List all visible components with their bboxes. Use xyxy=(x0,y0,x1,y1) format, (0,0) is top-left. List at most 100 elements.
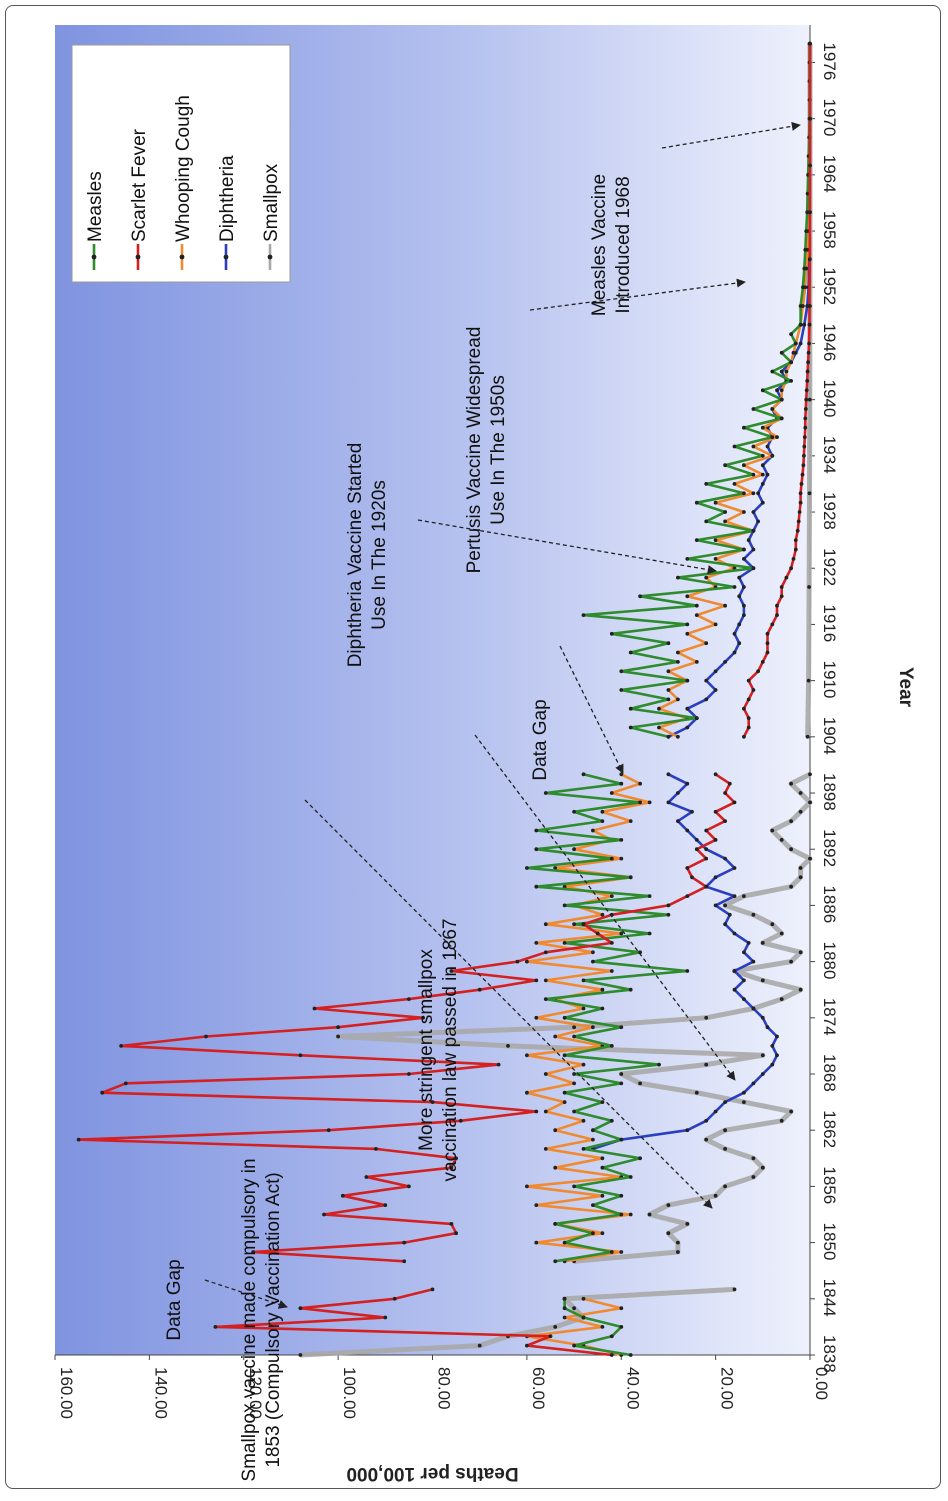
data-point xyxy=(732,482,737,486)
data-point xyxy=(581,1062,586,1067)
data-point xyxy=(732,969,737,973)
data-point xyxy=(751,1175,756,1179)
data-point xyxy=(732,931,737,936)
data-point xyxy=(619,1306,624,1311)
data-point xyxy=(619,1137,624,1142)
data-point xyxy=(704,678,709,683)
data-point xyxy=(609,1250,614,1254)
data-point xyxy=(619,1025,624,1030)
data-point xyxy=(789,819,793,823)
data-point xyxy=(802,453,806,458)
data-point xyxy=(685,866,690,870)
data-point xyxy=(779,416,784,421)
data-point xyxy=(600,809,605,814)
data-point xyxy=(723,1184,727,1189)
data-point xyxy=(798,322,803,327)
data-point xyxy=(638,781,642,786)
data-point xyxy=(723,819,727,823)
data-point xyxy=(562,1015,567,1020)
data-point xyxy=(562,884,567,889)
data-point xyxy=(732,631,737,636)
data-point xyxy=(619,1081,624,1086)
data-point xyxy=(798,341,803,346)
data-point xyxy=(742,547,746,552)
data-point xyxy=(765,444,770,449)
data-point xyxy=(793,341,798,346)
data-point xyxy=(770,922,775,927)
data-point xyxy=(798,500,803,505)
value-tick-label: 160.00 xyxy=(57,1367,76,1419)
data-point xyxy=(723,791,727,795)
data-point xyxy=(666,688,671,692)
year-tick-label: 1838 xyxy=(820,1335,839,1373)
data-point xyxy=(591,1025,595,1030)
data-point xyxy=(779,838,784,842)
data-point xyxy=(751,491,756,496)
data-point xyxy=(751,959,756,964)
annotation-line: Pertusis Vaccine Widespread xyxy=(464,327,485,574)
data-point xyxy=(694,500,699,505)
year-tick-label: 1868 xyxy=(820,1054,839,1092)
data-point xyxy=(751,688,756,692)
data-point xyxy=(713,500,718,505)
data-point xyxy=(609,894,614,898)
data-point xyxy=(800,472,805,477)
data-point xyxy=(619,1212,624,1217)
data-point xyxy=(628,1353,633,1357)
data-point xyxy=(807,257,812,262)
data-point xyxy=(713,688,718,692)
data-point xyxy=(685,706,690,711)
data-point xyxy=(326,1128,331,1133)
data-point xyxy=(591,959,595,964)
data-point xyxy=(789,379,793,383)
data-point xyxy=(525,959,529,964)
data-point xyxy=(619,931,624,936)
data-point xyxy=(525,866,529,870)
data-point xyxy=(572,1072,576,1076)
year-tick-label: 1892 xyxy=(820,829,839,867)
value-tick-label: 140.00 xyxy=(151,1367,170,1419)
data-point xyxy=(562,1090,567,1095)
data-point xyxy=(789,1109,793,1114)
data-point xyxy=(364,1175,369,1179)
data-point xyxy=(704,1015,709,1020)
data-point xyxy=(751,407,756,411)
data-point xyxy=(732,800,737,805)
data-point xyxy=(647,931,652,936)
data-point xyxy=(751,547,756,552)
data-point xyxy=(795,528,800,533)
data-point xyxy=(647,894,652,898)
data-point xyxy=(723,603,727,608)
data-point xyxy=(609,791,614,795)
data-point xyxy=(553,1259,558,1264)
data-point xyxy=(789,884,793,889)
legend-label: Whooping Cough xyxy=(173,95,194,242)
annotation-text: Diphtheria Vaccine Started Use In The 192… xyxy=(345,443,390,668)
data-point xyxy=(402,1240,407,1245)
data-point xyxy=(760,660,765,664)
data-point xyxy=(638,1156,642,1161)
data-point xyxy=(694,847,699,852)
data-point xyxy=(789,959,793,964)
data-point xyxy=(802,322,807,327)
data-point xyxy=(581,1147,586,1151)
value-axis-title: Deaths per 100,000 xyxy=(346,1463,518,1484)
data-point xyxy=(628,706,633,711)
year-tick-label: 1964 xyxy=(820,155,839,193)
data-point xyxy=(756,519,760,524)
legend-marker xyxy=(179,254,185,260)
data-point xyxy=(628,875,633,880)
legend-label: Diphtheria xyxy=(217,155,238,242)
data-point xyxy=(802,266,807,271)
data-point xyxy=(312,1006,317,1011)
year-tick-label: 1940 xyxy=(820,380,839,418)
data-point xyxy=(562,1053,567,1058)
data-point xyxy=(742,997,746,1001)
year-tick-label: 1874 xyxy=(820,998,839,1036)
data-point xyxy=(534,978,539,983)
data-point xyxy=(779,585,784,589)
value-tick-label: 60.00 xyxy=(529,1367,548,1410)
data-point xyxy=(742,1100,746,1104)
data-point xyxy=(713,557,718,561)
data-point xyxy=(572,847,576,852)
